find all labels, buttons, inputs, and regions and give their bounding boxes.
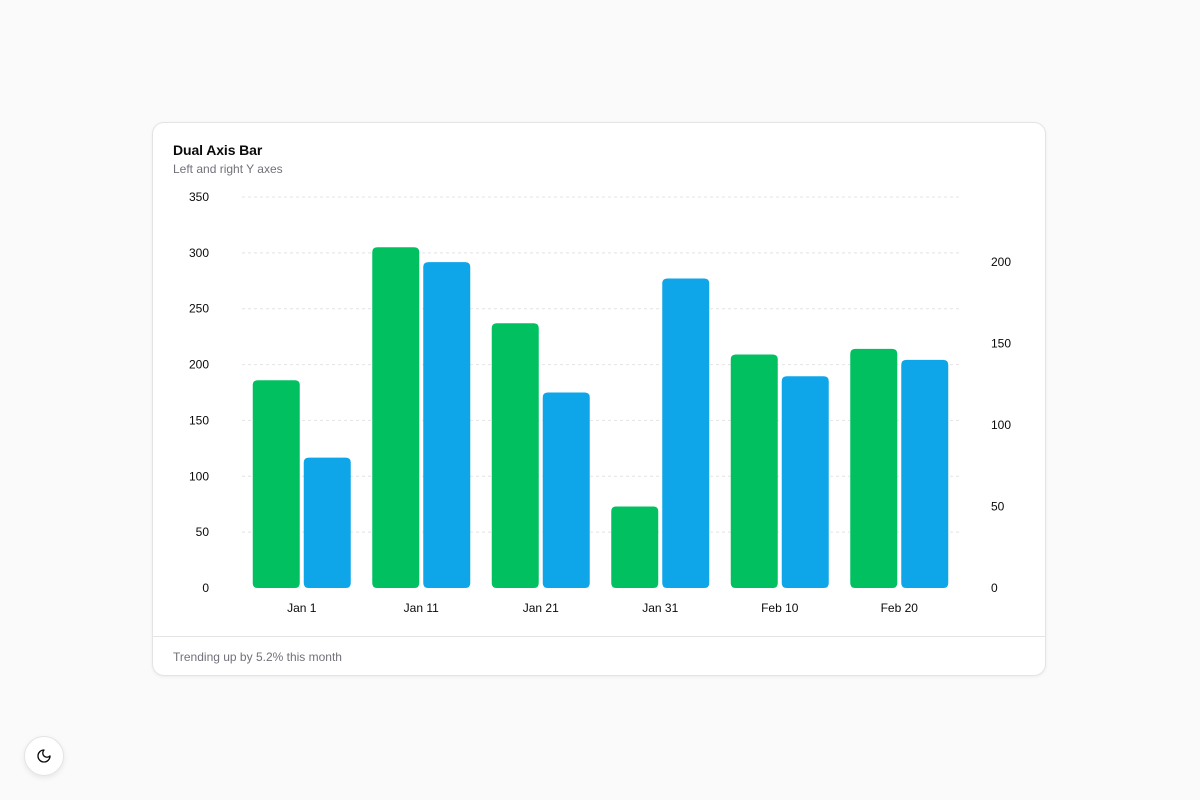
- dual-axis-bar-chart: 0 50 100 150 200 250 300 350 0 50 100 150 200 Jan 1…: [189, 190, 1011, 615]
- left-y-tick-label: 0: [202, 581, 209, 595]
- bar-left-series[interactable]: [252, 380, 300, 588]
- bar-left-series[interactable]: [491, 323, 539, 588]
- x-tick-label: Feb 20: [881, 601, 919, 615]
- right-y-tick-label: 100: [991, 418, 1011, 432]
- right-y-tick-label: 150: [991, 337, 1011, 351]
- left-y-tick-label: 250: [189, 302, 209, 316]
- x-tick-label: Jan 1: [287, 601, 317, 615]
- bar-right-series[interactable]: [423, 262, 471, 588]
- bar-left-series[interactable]: [611, 506, 659, 588]
- right-y-tick-label: 50: [991, 500, 1005, 514]
- card-footer: Trending up by 5.2% this month: [153, 636, 1045, 675]
- left-y-axis: 0 50 100 150 200 250 300 350: [189, 190, 209, 595]
- x-tick-label: Jan 11: [404, 601, 439, 615]
- left-y-tick-label: 100: [189, 469, 209, 483]
- left-y-tick-label: 200: [189, 358, 209, 372]
- left-y-tick-label: 150: [189, 413, 209, 427]
- theme-toggle-button[interactable]: [24, 736, 64, 776]
- bar-right-series[interactable]: [662, 278, 710, 588]
- x-tick-label: Feb 10: [761, 601, 799, 615]
- bar-right-series[interactable]: [542, 392, 590, 589]
- x-axis: Jan 1 Jan 11 Jan 21 Jan 31 Feb 10 Feb 20: [287, 601, 918, 615]
- moon-icon: [37, 749, 51, 763]
- right-y-tick-label: 200: [991, 255, 1011, 269]
- left-y-tick-label: 350: [189, 190, 209, 204]
- left-y-tick-label: 300: [189, 246, 209, 260]
- bar-right-series[interactable]: [901, 359, 949, 588]
- chart-title: Dual Axis Bar: [173, 142, 263, 158]
- bar-left-series[interactable]: [372, 247, 420, 588]
- bar-left-series[interactable]: [850, 348, 898, 588]
- bars: [252, 247, 949, 589]
- x-tick-label: Jan 31: [642, 601, 678, 615]
- bar-right-series[interactable]: [781, 376, 829, 588]
- bar-left-series[interactable]: [730, 354, 778, 588]
- left-y-tick-label: 50: [196, 525, 210, 539]
- x-tick-label: Jan 21: [523, 601, 559, 615]
- chart-subtitle: Left and right Y axes: [173, 162, 283, 176]
- bar-right-series[interactable]: [303, 457, 351, 588]
- chart-card: Dual Axis Bar Left and right Y axes 0 50 1…: [152, 122, 1046, 676]
- footer-trend-text: Trending up by 5.2% this month: [173, 650, 342, 664]
- right-y-tick-label: 0: [991, 581, 998, 595]
- right-y-axis: 0 50 100 150 200: [991, 255, 1011, 595]
